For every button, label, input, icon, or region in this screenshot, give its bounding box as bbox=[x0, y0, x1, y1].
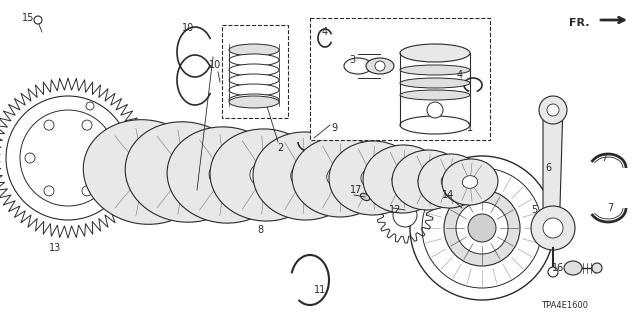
Text: 14: 14 bbox=[442, 190, 454, 200]
Ellipse shape bbox=[209, 162, 241, 188]
Ellipse shape bbox=[229, 64, 279, 76]
Ellipse shape bbox=[210, 129, 320, 221]
Circle shape bbox=[444, 190, 520, 266]
Circle shape bbox=[44, 120, 54, 130]
Ellipse shape bbox=[291, 164, 319, 188]
Ellipse shape bbox=[229, 96, 279, 108]
Ellipse shape bbox=[462, 176, 477, 188]
Circle shape bbox=[44, 186, 54, 196]
Text: 4: 4 bbox=[457, 70, 463, 80]
Ellipse shape bbox=[418, 172, 438, 188]
Ellipse shape bbox=[360, 193, 369, 201]
Ellipse shape bbox=[327, 166, 353, 188]
Text: 16: 16 bbox=[552, 263, 564, 273]
Text: 15: 15 bbox=[22, 13, 34, 23]
Circle shape bbox=[25, 153, 35, 163]
Circle shape bbox=[20, 110, 116, 206]
Text: FR.: FR. bbox=[570, 18, 590, 28]
Circle shape bbox=[548, 267, 558, 277]
Ellipse shape bbox=[344, 58, 372, 74]
Circle shape bbox=[410, 156, 554, 300]
Circle shape bbox=[547, 104, 559, 116]
Circle shape bbox=[543, 218, 563, 238]
Text: 7: 7 bbox=[601, 153, 607, 163]
Text: 13: 13 bbox=[49, 243, 61, 253]
Ellipse shape bbox=[229, 44, 279, 56]
Circle shape bbox=[34, 16, 42, 24]
Ellipse shape bbox=[400, 90, 470, 100]
Ellipse shape bbox=[441, 173, 459, 188]
Ellipse shape bbox=[418, 154, 482, 208]
Ellipse shape bbox=[229, 94, 279, 106]
Circle shape bbox=[82, 120, 92, 130]
Circle shape bbox=[531, 206, 575, 250]
Text: 9: 9 bbox=[331, 123, 337, 133]
Circle shape bbox=[375, 61, 385, 71]
Text: 3: 3 bbox=[349, 55, 355, 65]
Ellipse shape bbox=[125, 122, 245, 222]
Ellipse shape bbox=[329, 141, 417, 215]
Ellipse shape bbox=[363, 145, 443, 213]
Ellipse shape bbox=[564, 261, 582, 275]
Circle shape bbox=[101, 153, 111, 163]
Text: 8: 8 bbox=[257, 225, 263, 235]
Ellipse shape bbox=[168, 158, 202, 186]
Ellipse shape bbox=[400, 78, 470, 88]
Circle shape bbox=[393, 203, 417, 227]
Ellipse shape bbox=[366, 58, 394, 74]
Bar bbox=[310, 18, 490, 140]
Circle shape bbox=[82, 186, 92, 196]
Ellipse shape bbox=[400, 44, 470, 62]
Polygon shape bbox=[543, 105, 563, 240]
Ellipse shape bbox=[128, 158, 162, 186]
Text: 12: 12 bbox=[389, 205, 401, 215]
Ellipse shape bbox=[361, 168, 385, 188]
Text: 4: 4 bbox=[322, 27, 328, 37]
Ellipse shape bbox=[250, 162, 280, 188]
Text: 7: 7 bbox=[607, 203, 613, 213]
Ellipse shape bbox=[83, 120, 207, 224]
Ellipse shape bbox=[229, 84, 279, 96]
Ellipse shape bbox=[392, 150, 464, 210]
Text: 6: 6 bbox=[545, 163, 551, 173]
Bar bbox=[222, 25, 288, 118]
Ellipse shape bbox=[229, 54, 279, 66]
Ellipse shape bbox=[229, 74, 279, 86]
Text: 2: 2 bbox=[277, 143, 283, 153]
Text: 17: 17 bbox=[350, 185, 362, 195]
Ellipse shape bbox=[392, 170, 414, 188]
Ellipse shape bbox=[442, 159, 498, 205]
Circle shape bbox=[539, 96, 567, 124]
Ellipse shape bbox=[592, 263, 602, 273]
Ellipse shape bbox=[400, 116, 470, 134]
Text: 5: 5 bbox=[531, 205, 537, 215]
Text: TPA4E1600: TPA4E1600 bbox=[541, 300, 589, 309]
Ellipse shape bbox=[292, 137, 388, 217]
Text: 10: 10 bbox=[209, 60, 221, 70]
Ellipse shape bbox=[400, 65, 470, 75]
Text: 10: 10 bbox=[182, 23, 194, 33]
Circle shape bbox=[86, 102, 94, 110]
Ellipse shape bbox=[253, 132, 357, 220]
Circle shape bbox=[6, 96, 130, 220]
Circle shape bbox=[456, 202, 508, 254]
Ellipse shape bbox=[167, 127, 283, 223]
Circle shape bbox=[468, 214, 496, 242]
Text: 1: 1 bbox=[467, 123, 473, 133]
Text: 11: 11 bbox=[314, 285, 326, 295]
Circle shape bbox=[422, 168, 542, 288]
Circle shape bbox=[427, 102, 443, 118]
